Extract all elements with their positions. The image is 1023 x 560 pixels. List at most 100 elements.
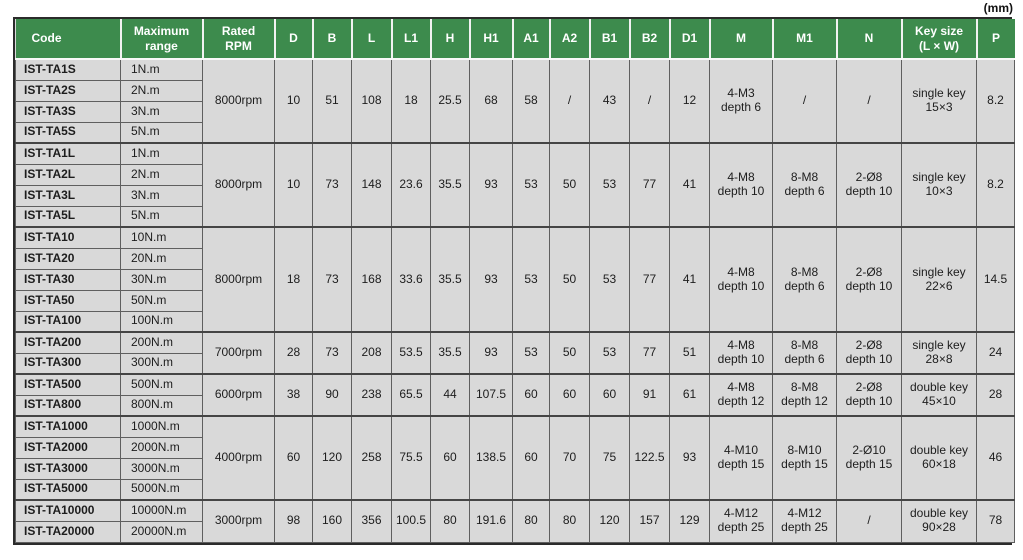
spec-cell-B1: 53	[589, 331, 630, 375]
spec-cell-M1: 8-M8 depth 6	[772, 142, 837, 228]
spec-cell-M: 4-M8 depth 10	[709, 331, 773, 375]
maximum-range-cell: 3N.m	[120, 184, 203, 207]
spec-cell-A2: 50	[549, 226, 590, 333]
spec-cell-N: 2-Ø8 depth 10	[836, 142, 902, 228]
spec-cell-H1: 68	[469, 58, 513, 144]
spec-cell-D1: 41	[669, 226, 710, 333]
code-cell: IST-TA5S	[15, 121, 121, 144]
maximum-range-cell: 5000N.m	[120, 478, 203, 501]
code-cell: IST-TA3000	[15, 457, 121, 480]
spec-cell-B1: 43	[589, 58, 630, 144]
header-cell: B1	[589, 19, 631, 60]
code-cell: IST-TA100	[15, 310, 121, 333]
header-cell: Key size (L × W)	[901, 19, 978, 60]
spec-cell-rated-rpm: 8000rpm	[202, 226, 275, 333]
spec-cell-M: 4-M8 depth 10	[709, 142, 773, 228]
spec-cell-A2: 80	[549, 499, 590, 543]
spec-cell-rated-rpm: 3000rpm	[202, 499, 275, 543]
spec-cell-M1: 8-M8 depth 12	[772, 373, 837, 417]
spec-cell-D1: 12	[669, 58, 710, 144]
spec-cell-key-size: double key 60×18	[901, 415, 977, 501]
spec-cell-P: 46	[976, 415, 1015, 501]
spec-cell-D: 10	[274, 58, 313, 144]
maximum-range-cell: 3N.m	[120, 100, 203, 123]
spec-cell-M1: 8-M10 depth 15	[772, 415, 837, 501]
spec-cell-L: 356	[351, 499, 392, 543]
spec-cell-rated-rpm: 8000rpm	[202, 58, 275, 144]
spec-cell-B: 120	[312, 415, 352, 501]
spec-cell-N: 2-Ø10 depth 15	[836, 415, 902, 501]
table-header: Code Maximum range Rated RPM D B L L1 H H1 A1 A2 B1…	[15, 19, 1015, 60]
spec-cell-B2: /	[629, 58, 670, 144]
table-body: IST-TA1S 1N.m 8000rpm 10 51 108 18 25.5 68 58/43/…	[15, 58, 1015, 543]
code-cell: IST-TA300	[15, 352, 121, 375]
table-row: IST-TA50 50N.m	[15, 289, 1015, 312]
spec-cell-M: 4-M8 depth 10	[709, 226, 773, 333]
spec-cell-key-size: single key 28×8	[901, 331, 977, 375]
spec-cell-L: 208	[351, 331, 392, 375]
maximum-range-cell: 5N.m	[120, 205, 203, 228]
code-cell: IST-TA3L	[15, 184, 121, 207]
spec-cell-D: 38	[274, 373, 313, 417]
spec-cell-H1: 93	[469, 226, 513, 333]
code-cell: IST-TA2000	[15, 436, 121, 459]
code-cell: IST-TA5L	[15, 205, 121, 228]
spec-cell-L1: 65.5	[391, 373, 431, 417]
code-cell: IST-TA5000	[15, 478, 121, 501]
spec-cell-B2: 157	[629, 499, 670, 543]
table-row: IST-TA500 500N.m 6000rpm 38 90 238 65.5 44 107.5…	[15, 373, 1015, 417]
code-cell: IST-TA1S	[15, 58, 121, 81]
table-row: IST-TA1000 1000N.m 4000rpm 60 120 258 75.5 60 13…	[15, 415, 1015, 501]
spec-cell-B2: 122.5	[629, 415, 670, 501]
spec-cell-B: 160	[312, 499, 352, 543]
spec-cell-H: 44	[430, 373, 470, 417]
spec-cell-A2: 60	[549, 373, 590, 417]
spec-cell-N: /	[836, 58, 902, 144]
spec-cell-A1: 80	[512, 499, 550, 543]
spec-cell-A1: 53	[512, 331, 550, 375]
spec-table-wrapper: Code Maximum range Rated RPM D B L L1 H H1 A1 A2 B1…	[13, 17, 1015, 545]
maximum-range-cell: 800N.m	[120, 394, 203, 417]
spec-cell-L1: 75.5	[391, 415, 431, 501]
spec-cell-rated-rpm: 8000rpm	[202, 142, 275, 228]
header-cell: D	[274, 19, 314, 60]
spec-cell-P: 24	[976, 331, 1015, 375]
spec-cell-A2: 50	[549, 142, 590, 228]
maximum-range-cell: 1N.m	[120, 142, 203, 165]
header-cell: N	[836, 19, 903, 60]
header-cell: Code	[15, 19, 122, 60]
spec-cell-P: 14.5	[976, 226, 1015, 333]
table-row: IST-TA2000 2000N.m	[15, 436, 1015, 459]
table-row: IST-TA1S 1N.m 8000rpm 10 51 108 18 25.5 68 58/43/…	[15, 58, 1015, 144]
spec-cell-D1: 129	[669, 499, 710, 543]
spec-cell-H1: 191.6	[469, 499, 513, 543]
spec-cell-M1: 8-M8 depth 6	[772, 226, 837, 333]
spec-cell-A1: 53	[512, 142, 550, 228]
spec-cell-P: 8.2	[976, 142, 1015, 228]
spec-cell-H1: 93	[469, 331, 513, 375]
header-cell: D1	[669, 19, 711, 60]
spec-cell-M1: /	[772, 58, 837, 144]
header-cell: M1	[772, 19, 838, 60]
spec-cell-H1: 93	[469, 142, 513, 228]
spec-cell-B: 73	[312, 142, 352, 228]
maximum-range-cell: 2000N.m	[120, 436, 203, 459]
spec-cell-B: 90	[312, 373, 352, 417]
table-row: IST-TA5000 5000N.m	[15, 478, 1015, 501]
spec-cell-L1: 53.5	[391, 331, 431, 375]
spec-cell-L: 168	[351, 226, 392, 333]
spec-cell-B2: 77	[629, 226, 670, 333]
spec-cell-H1: 107.5	[469, 373, 513, 417]
spec-cell-H: 35.5	[430, 331, 470, 375]
table-row: IST-TA800 800N.m	[15, 394, 1015, 417]
code-cell: IST-TA10	[15, 226, 121, 249]
maximum-range-cell: 1000N.m	[120, 415, 203, 438]
table-row: IST-TA20000 20000N.m	[15, 520, 1015, 543]
spec-cell-A1: 58	[512, 58, 550, 144]
spec-cell-D1: 61	[669, 373, 710, 417]
code-cell: IST-TA20	[15, 247, 121, 270]
spec-cell-L1: 23.6	[391, 142, 431, 228]
code-cell: IST-TA3S	[15, 100, 121, 123]
table-row: IST-TA20 20N.m	[15, 247, 1015, 270]
